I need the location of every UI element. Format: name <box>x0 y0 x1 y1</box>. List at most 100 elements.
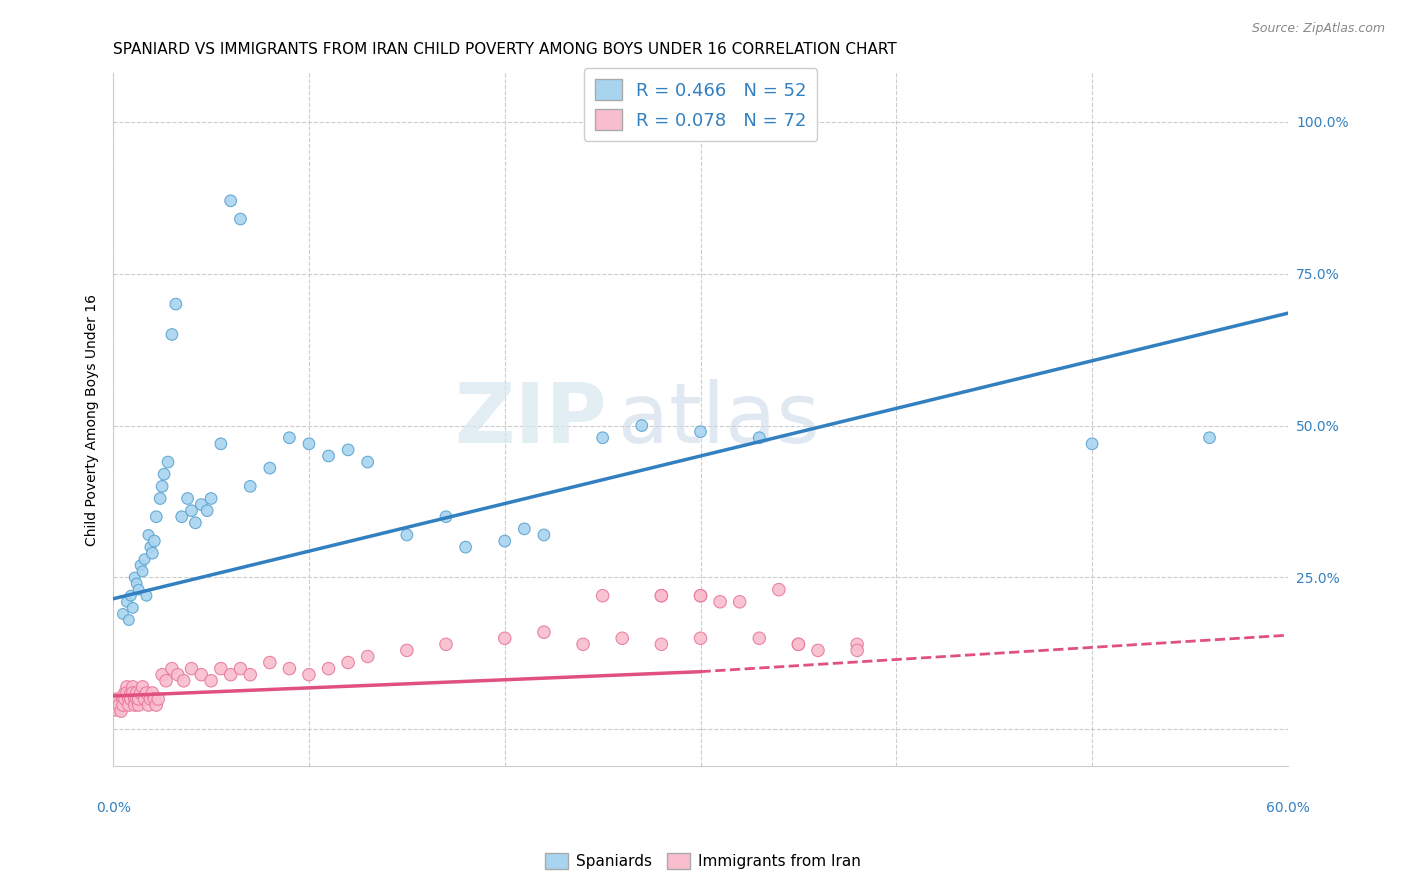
Point <box>121 680 143 694</box>
Legend: R = 0.466   N = 52, R = 0.078   N = 72: R = 0.466 N = 52, R = 0.078 N = 72 <box>583 69 817 141</box>
Point <box>118 613 141 627</box>
Point <box>395 643 418 657</box>
Point <box>121 600 143 615</box>
Point <box>533 528 555 542</box>
Point <box>176 491 198 506</box>
Point <box>120 692 142 706</box>
Point <box>357 455 380 469</box>
Point <box>150 667 173 681</box>
Point <box>114 686 136 700</box>
Point <box>118 692 141 706</box>
Point <box>108 698 131 712</box>
Point <box>120 589 142 603</box>
Point <box>200 491 222 506</box>
Point <box>298 437 321 451</box>
Point <box>141 546 163 560</box>
Point <box>139 540 162 554</box>
Point <box>115 686 138 700</box>
Point <box>125 576 148 591</box>
Point <box>114 692 136 706</box>
Point <box>337 656 360 670</box>
Point <box>337 442 360 457</box>
Y-axis label: Child Poverty Among Boys Under 16: Child Poverty Among Boys Under 16 <box>86 293 100 546</box>
Point <box>131 565 153 579</box>
Point <box>395 528 418 542</box>
Point <box>135 589 157 603</box>
Point <box>768 582 790 597</box>
Point <box>143 534 166 549</box>
Point <box>650 637 672 651</box>
Point <box>357 649 380 664</box>
Point <box>318 662 340 676</box>
Point <box>846 643 869 657</box>
Point <box>318 449 340 463</box>
Point <box>111 692 134 706</box>
Point <box>160 327 183 342</box>
Point <box>134 692 156 706</box>
Point <box>612 632 634 646</box>
Point <box>650 589 672 603</box>
Point <box>150 479 173 493</box>
Point <box>454 540 477 554</box>
Point <box>143 692 166 706</box>
Point <box>748 431 770 445</box>
Point <box>141 686 163 700</box>
Point <box>748 632 770 646</box>
Legend: Spaniards, Immigrants from Iran: Spaniards, Immigrants from Iran <box>540 847 866 875</box>
Point <box>239 667 262 681</box>
Point <box>259 461 281 475</box>
Point <box>118 698 141 712</box>
Point <box>195 503 218 517</box>
Point <box>153 467 176 482</box>
Point <box>104 698 127 712</box>
Point <box>121 686 143 700</box>
Point <box>689 589 711 603</box>
Point <box>170 509 193 524</box>
Text: ZIP: ZIP <box>454 379 606 460</box>
Point <box>129 558 152 573</box>
Point <box>239 479 262 493</box>
Point <box>145 509 167 524</box>
Point <box>115 680 138 694</box>
Point <box>180 503 202 517</box>
Point <box>728 595 751 609</box>
Point <box>229 212 252 227</box>
Point <box>129 686 152 700</box>
Point <box>134 552 156 566</box>
Point <box>149 491 172 506</box>
Point <box>807 643 830 657</box>
Text: SPANIARD VS IMMIGRANTS FROM IRAN CHILD POVERTY AMONG BOYS UNDER 16 CORRELATION C: SPANIARD VS IMMIGRANTS FROM IRAN CHILD P… <box>114 42 897 57</box>
Point <box>209 437 232 451</box>
Point <box>125 692 148 706</box>
Point <box>115 595 138 609</box>
Point <box>787 637 810 651</box>
Point <box>156 455 179 469</box>
Point <box>494 632 516 646</box>
Point <box>689 589 711 603</box>
Point <box>630 418 652 433</box>
Point <box>434 637 457 651</box>
Point <box>148 692 170 706</box>
Point <box>166 667 188 681</box>
Point <box>138 698 160 712</box>
Point <box>128 692 150 706</box>
Point <box>110 704 132 718</box>
Text: atlas: atlas <box>619 379 820 460</box>
Point <box>533 625 555 640</box>
Point <box>120 686 142 700</box>
Point <box>111 698 134 712</box>
Point <box>278 431 301 445</box>
Point <box>190 498 212 512</box>
Point <box>200 673 222 688</box>
Point <box>139 692 162 706</box>
Point <box>124 698 146 712</box>
Point <box>124 692 146 706</box>
Point <box>846 637 869 651</box>
Point <box>787 637 810 651</box>
Text: 0.0%: 0.0% <box>96 800 131 814</box>
Point <box>180 662 202 676</box>
Text: 60.0%: 60.0% <box>1265 800 1310 814</box>
Point <box>128 582 150 597</box>
Point <box>298 667 321 681</box>
Point <box>165 297 187 311</box>
